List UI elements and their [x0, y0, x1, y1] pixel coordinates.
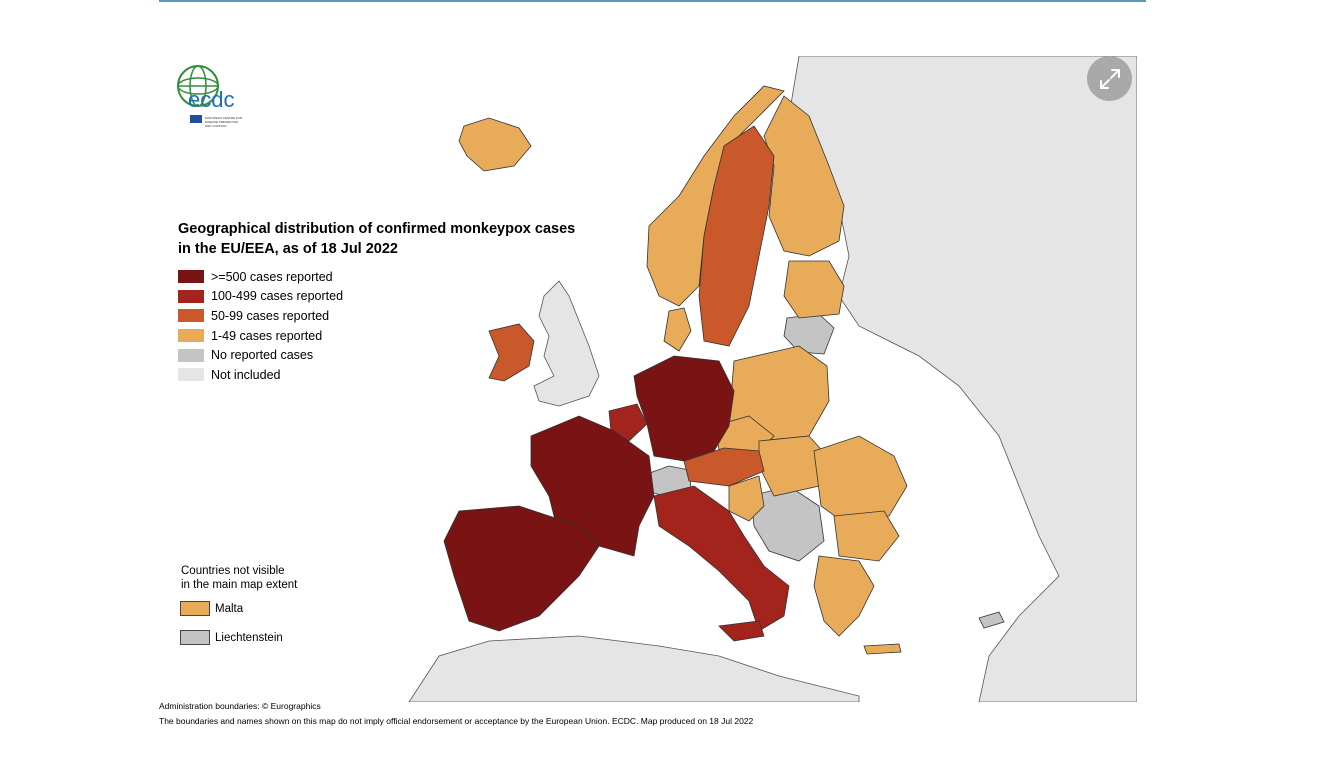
- legend-swatch: [178, 270, 204, 284]
- legend-label: 1-49 cases reported: [211, 328, 323, 343]
- legend-swatch: [178, 309, 204, 323]
- expand-icon: [1099, 68, 1120, 89]
- region-north-africa: [408, 635, 860, 702]
- region-bulgaria: [833, 510, 900, 562]
- expand-button[interactable]: [1087, 56, 1132, 101]
- region-cyprus: [978, 611, 1005, 629]
- legend-label: No reported cases: [211, 348, 314, 363]
- region-iberia: [443, 505, 600, 632]
- region-sicily-sardinia: [718, 620, 765, 642]
- legend-swatch: [178, 289, 204, 303]
- svg-text:EUROPEAN CENTRE FOR: EUROPEAN CENTRE FOR: [205, 116, 243, 120]
- region-austria: [683, 447, 765, 487]
- europe-map: [408, 56, 1137, 702]
- legend-item: >=500 cases reported: [178, 267, 343, 287]
- legend-label: 100-499 cases reported: [211, 289, 344, 304]
- not-visible-item-malta: Malta: [180, 601, 243, 616]
- legend-item: 50-99 cases reported: [178, 306, 343, 326]
- not-visible-title-line2: in the main map extent: [181, 578, 298, 591]
- legend-swatch: [178, 329, 204, 343]
- region-estonia-latvia: [783, 260, 845, 319]
- region-iceland: [458, 117, 532, 172]
- legend-item: Not included: [178, 365, 343, 385]
- legend: >=500 cases reported 100-499 cases repor…: [178, 267, 343, 385]
- not-visible-label: Liechtenstein: [215, 631, 283, 644]
- legend-label: Not included: [211, 367, 281, 382]
- legend-item: 1-49 cases reported: [178, 326, 343, 346]
- not-visible-item-liechtenstein: Liechtenstein: [180, 630, 283, 645]
- map-area[interactable]: [159, 56, 1137, 702]
- region-denmark: [663, 307, 692, 352]
- legend-swatch: [180, 601, 210, 616]
- region-sweden: [698, 125, 775, 347]
- region-netherlands-germany: [633, 355, 735, 462]
- not-visible-label: Malta: [215, 602, 244, 615]
- map-title: Geographical distribution of confirmed m…: [178, 219, 578, 259]
- legend-label: 50-99 cases reported: [211, 308, 330, 323]
- legend-item: No reported cases: [178, 345, 343, 365]
- map-title-line1: Geographical distribution of confirmed m…: [178, 221, 576, 237]
- region-romania: [813, 435, 908, 527]
- svg-text:ecdc: ecdc: [188, 87, 234, 112]
- region-uk: [533, 280, 600, 407]
- legend-label: >=500 cases reported: [211, 269, 333, 284]
- legend-swatch: [178, 348, 204, 362]
- region-croatia-slovenia: [728, 475, 765, 522]
- svg-text:DISEASE PREVENTION: DISEASE PREVENTION: [205, 120, 238, 124]
- ecdc-globe-icon: ecdc EUROPEAN CENTRE FOR DISEASE PREVENT…: [177, 65, 243, 128]
- map-title-line2: in the EU/EEA, as of 18 Jul 2022: [178, 241, 398, 257]
- region-ireland: [488, 323, 535, 382]
- not-visible-title: Countries not visible in the main map ex…: [181, 565, 341, 592]
- footer-disclaimer: The boundaries and names shown on this m…: [159, 716, 754, 726]
- legend-swatch: [180, 630, 210, 645]
- legend-swatch: [178, 368, 204, 382]
- svg-text:AND CONTROL: AND CONTROL: [205, 124, 227, 128]
- not-visible-title-line1: Countries not visible: [181, 565, 285, 577]
- region-crete: [863, 643, 902, 655]
- region-greece: [813, 555, 875, 637]
- top-divider: [159, 0, 1146, 2]
- legend-item: 100-499 cases reported: [178, 287, 343, 307]
- region-belgium: [608, 403, 648, 442]
- footer-boundaries: Administration boundaries: © Eurographic…: [159, 701, 321, 711]
- region-italy: [653, 485, 790, 632]
- ecdc-logo: ecdc EUROPEAN CENTRE FOR DISEASE PREVENT…: [174, 62, 254, 130]
